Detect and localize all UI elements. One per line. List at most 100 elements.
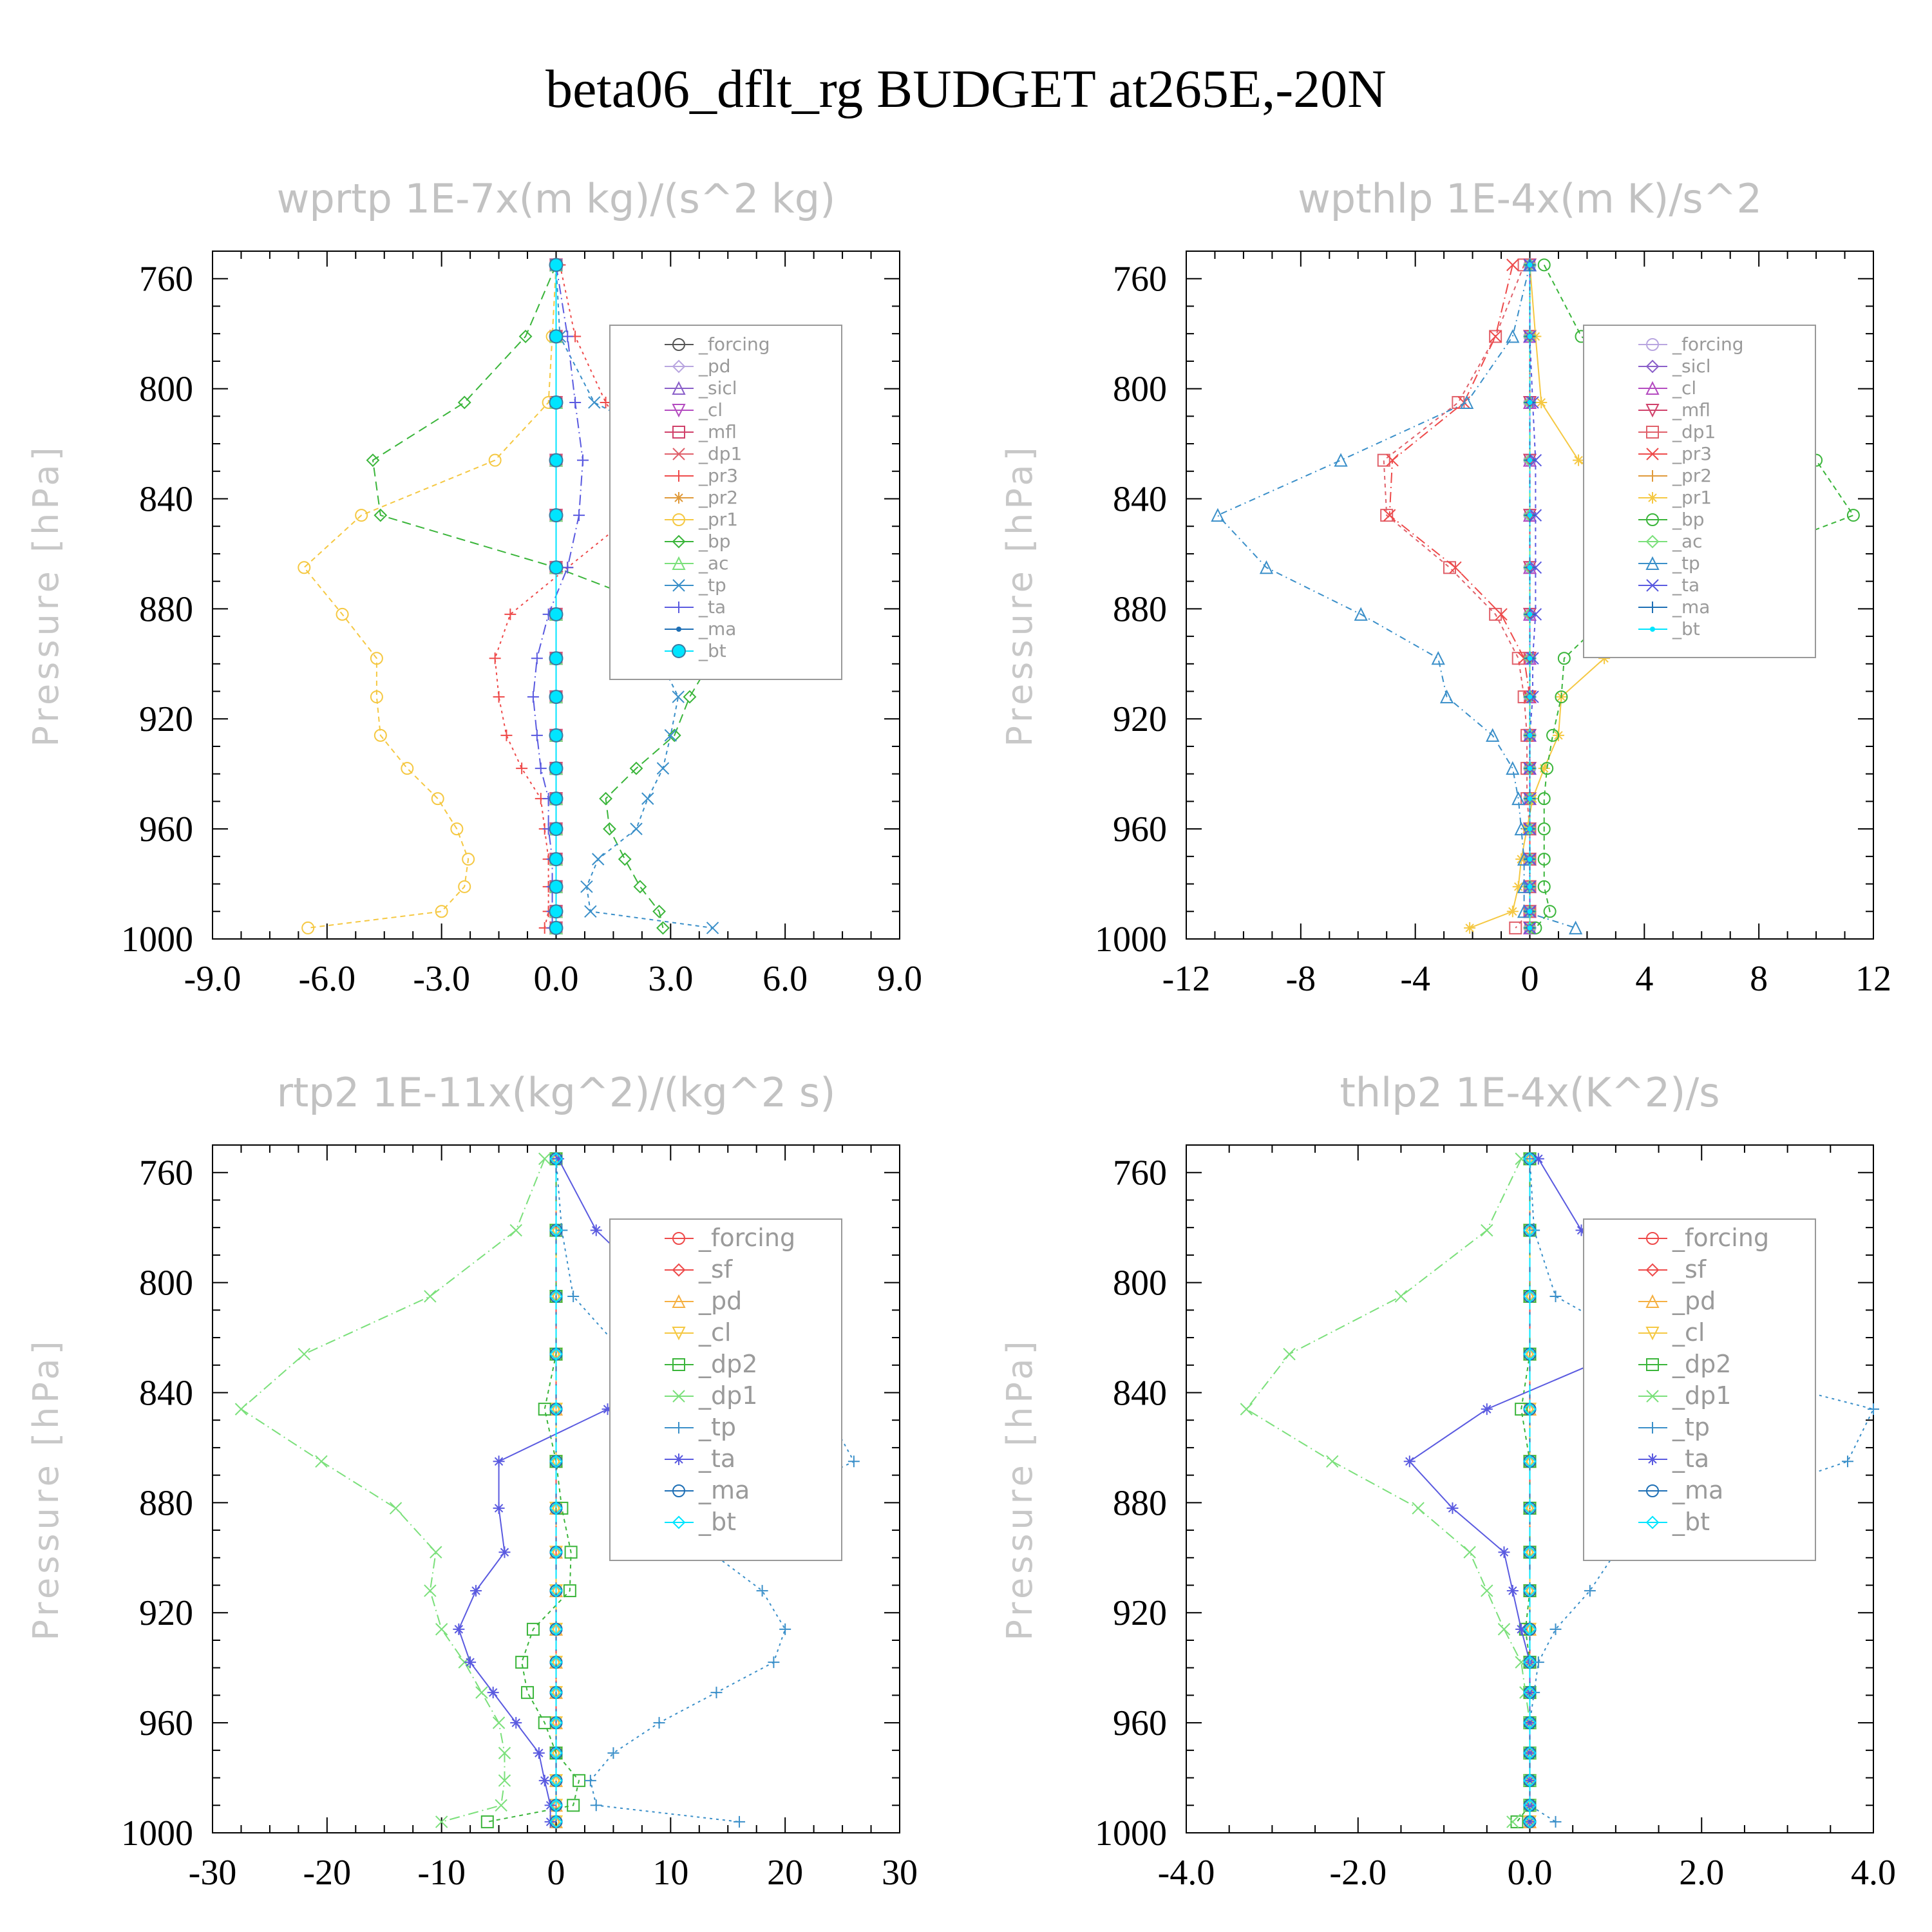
legend-marker (672, 1232, 685, 1245)
data-point (549, 1501, 563, 1515)
series-line (1535, 264, 1855, 929)
legend-marker (1646, 338, 1659, 351)
y-tick-label: 1000 (121, 1814, 193, 1853)
y-tick-label: 760 (139, 1153, 193, 1193)
legend-label: _pd (1672, 1287, 1716, 1315)
data-point (424, 1290, 437, 1303)
data-point (573, 509, 585, 522)
data-point (549, 1798, 563, 1812)
series-pr3 (1383, 258, 1537, 934)
legend-label: _pr1 (698, 509, 738, 530)
data-point (1506, 905, 1519, 918)
series-ta (1523, 258, 1542, 934)
legend-label: _ac (1672, 531, 1703, 552)
x-tick-label: -30 (189, 1853, 237, 1893)
legend-label: _pr1 (1672, 487, 1712, 508)
data-point (435, 1623, 448, 1636)
data-point (1523, 1289, 1537, 1303)
data-point (1523, 1774, 1537, 1788)
x-tick-label: 12 (1855, 959, 1891, 999)
data-point (366, 453, 380, 468)
data-point (516, 762, 528, 775)
data-point (430, 1546, 442, 1558)
data-point (580, 880, 593, 893)
legend-marker (1646, 513, 1659, 526)
series-line (1388, 265, 1531, 928)
data-point (510, 1717, 522, 1729)
y-tick-label: 840 (1113, 1373, 1167, 1413)
legend-label: _ma (1672, 1476, 1723, 1504)
data-point (1481, 1403, 1493, 1416)
data-point (1575, 1224, 1587, 1236)
data-point (1527, 565, 1533, 571)
y-tick-label: 800 (139, 370, 193, 410)
data-point (1524, 1747, 1536, 1759)
data-point (664, 729, 677, 742)
series-line (240, 1158, 545, 1823)
legend-label: _tp (698, 574, 726, 596)
legend-marker (1646, 1232, 1659, 1245)
data-point (509, 1224, 522, 1237)
data-point (1481, 1584, 1493, 1597)
data-point (564, 1546, 578, 1559)
data-point (1527, 262, 1533, 268)
y-tick-label: 840 (1113, 479, 1167, 519)
legend-marker (672, 404, 686, 418)
data-point (1383, 509, 1396, 522)
x-tick-label: 0 (547, 1853, 565, 1893)
data-point (533, 1747, 545, 1759)
data-point (370, 652, 383, 665)
data-point (370, 690, 383, 704)
data-point (487, 1687, 499, 1699)
data-point (1446, 1502, 1459, 1514)
data-point (549, 607, 564, 621)
data-point (549, 728, 564, 743)
y-axis-label: Pressure [hPa] (999, 1337, 1040, 1640)
data-point (1523, 1655, 1537, 1669)
data-point (1509, 921, 1522, 934)
data-point (1489, 330, 1502, 343)
data-point (1527, 925, 1533, 931)
data-point (1523, 1685, 1537, 1700)
data-point (630, 822, 643, 835)
data-point (234, 1403, 248, 1416)
x-tick-label: -6.0 (299, 959, 356, 999)
legend-marker (1647, 601, 1658, 613)
data-point (601, 1403, 614, 1416)
data-point (1584, 1585, 1596, 1597)
data-point (498, 1747, 511, 1759)
data-point (1486, 728, 1500, 742)
data-point (584, 1774, 596, 1786)
y-axis-label: Pressure [hPa] (26, 443, 66, 746)
legend-marker (672, 1484, 685, 1497)
x-tick-label: -9.0 (184, 959, 242, 999)
y-tick-label: 1000 (1095, 1814, 1167, 1853)
legend-label: _pr3 (1672, 443, 1712, 464)
data-point (549, 690, 564, 705)
data-point (590, 1224, 602, 1236)
legend-label: _tp (1672, 1413, 1710, 1441)
data-point (710, 1687, 723, 1699)
legend-label: _ac (698, 553, 729, 574)
data-point (1497, 1623, 1511, 1636)
legend-marker (1646, 1484, 1659, 1497)
legend-marker (1646, 1390, 1659, 1403)
x-tick-label: 4 (1635, 959, 1653, 999)
data-point (1211, 507, 1225, 522)
legend-label: _ma (698, 618, 736, 639)
legend-marker (672, 426, 685, 439)
data-point (652, 904, 666, 918)
data-point (549, 920, 564, 935)
x-tick-label: -10 (417, 1853, 466, 1893)
data-point (584, 905, 597, 918)
data-point (1439, 689, 1454, 704)
data-point (549, 1289, 563, 1303)
data-point (706, 922, 719, 934)
data-point (435, 905, 448, 918)
data-point (1841, 1455, 1853, 1468)
data-point (1527, 656, 1533, 661)
legend-marker (1647, 1422, 1658, 1434)
data-point (1537, 853, 1551, 866)
data-point (464, 1656, 477, 1669)
data-point (458, 880, 471, 893)
